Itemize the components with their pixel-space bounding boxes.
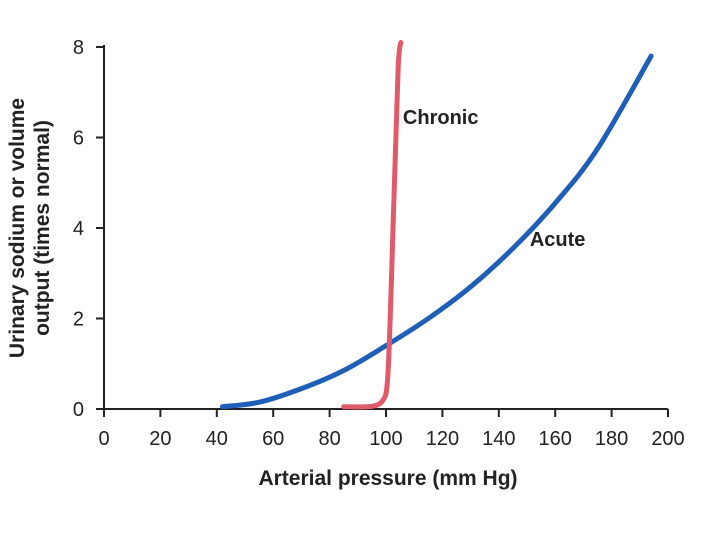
x-tick-label: 80 bbox=[318, 428, 340, 450]
series bbox=[219, 40, 654, 410]
y-axis-label: Urinary sodium or volume output (times no… bbox=[6, 98, 54, 358]
x-tick-label: 160 bbox=[539, 428, 572, 450]
y-axis-label-line: output (times normal) bbox=[31, 120, 54, 336]
series-line-acute bbox=[219, 53, 654, 410]
x-axis-label: Arterial pressure (mm Hg) bbox=[258, 467, 517, 490]
x-tick-label: 100 bbox=[369, 428, 402, 450]
x-tick-label: 120 bbox=[426, 428, 459, 450]
y-tick-label: 6 bbox=[73, 128, 84, 150]
annotation-acute: Acute bbox=[530, 229, 586, 251]
x-tick-label: 20 bbox=[149, 428, 171, 450]
y-tick-label: 0 bbox=[73, 399, 84, 421]
y-tick-label: 8 bbox=[73, 37, 84, 59]
y-axis-label-line: Urinary sodium or volume bbox=[6, 98, 29, 358]
y-tick-label: 4 bbox=[73, 218, 84, 240]
x-tick-label: 140 bbox=[482, 428, 515, 450]
x-tick-label: 60 bbox=[262, 428, 284, 450]
axes bbox=[103, 45, 668, 410]
x-tick-label: 200 bbox=[651, 428, 684, 450]
ticks: 0 20 40 60 80 100 120 140 160 180 200 0 2 4 6 8 bbox=[73, 37, 685, 450]
x-tick-label: 0 bbox=[98, 428, 109, 450]
x-tick-label: 180 bbox=[595, 428, 628, 450]
annotations: Chronic Acute bbox=[403, 107, 585, 251]
annotation-chronic: Chronic bbox=[403, 107, 479, 129]
x-tick-label: 40 bbox=[206, 428, 228, 450]
series-line-chronic bbox=[341, 40, 404, 410]
y-tick-label: 2 bbox=[73, 309, 84, 331]
